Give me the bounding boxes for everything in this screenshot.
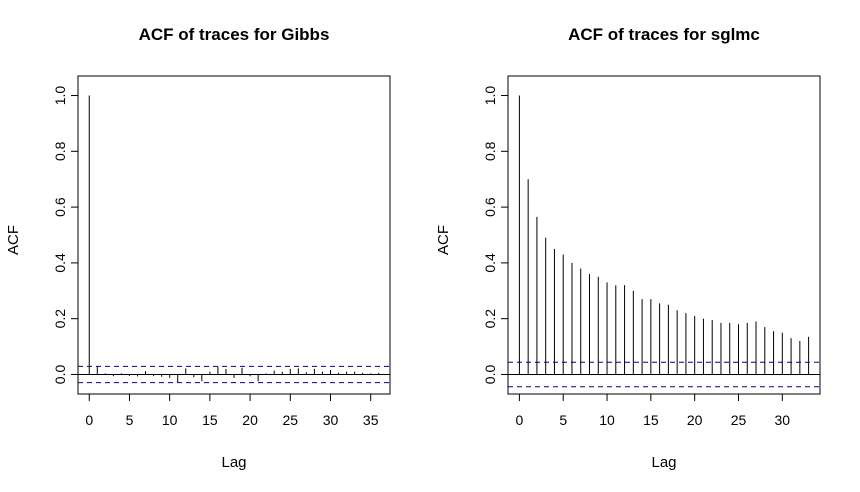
- y-axis-label: ACF: [5, 225, 22, 255]
- y-tick-label: 0.8: [482, 141, 498, 161]
- y-tick-label: 0.4: [52, 253, 68, 273]
- chart-title: ACF of traces for Gibbs: [139, 25, 330, 44]
- y-axis: 0.0 0.2 0.4 0.6 0.8 1.0: [52, 86, 78, 385]
- x-tick-label: 10: [599, 412, 615, 428]
- panel-sglmc: ACF of traces for sglmc Lag ACF 0 5 10 15 20…: [435, 25, 821, 471]
- y-tick-label: 1.0: [482, 86, 498, 106]
- y-tick-label: 0.0: [52, 365, 68, 385]
- plot-box: [77, 75, 391, 395]
- plot-box: [507, 75, 821, 395]
- x-tick-label: 15: [202, 412, 218, 428]
- x-tick-label: 0: [515, 412, 523, 428]
- acf-bars: [78, 95, 390, 384]
- x-tick-label: 25: [282, 412, 298, 428]
- x-tick-label: 10: [162, 412, 178, 428]
- y-tick-label: 0.2: [52, 309, 68, 329]
- panel-gibbs: ACF of traces for Gibbs Lag ACF 0 5 10 15 20…: [5, 25, 391, 471]
- x-tick-label: 35: [363, 412, 379, 428]
- x-tick-label: 5: [559, 412, 567, 428]
- x-tick-label: 15: [643, 412, 659, 428]
- x-tick-label: 30: [323, 412, 339, 428]
- acf-bars: [508, 95, 820, 388]
- y-tick-label: 0.8: [52, 141, 68, 161]
- x-tick-label: 25: [731, 412, 747, 428]
- y-tick-label: 0.0: [482, 365, 498, 385]
- y-axis: 0.0 0.2 0.4 0.6 0.8 1.0: [482, 86, 508, 385]
- x-tick-label: 20: [242, 412, 258, 428]
- y-tick-label: 0.6: [482, 197, 498, 217]
- y-tick-label: 0.6: [52, 197, 68, 217]
- y-tick-label: 0.2: [482, 309, 498, 329]
- x-axis-label: Lag: [221, 454, 246, 471]
- x-tick-label: 30: [775, 412, 791, 428]
- y-tick-label: 0.4: [482, 253, 498, 273]
- y-tick-label: 1.0: [52, 86, 68, 106]
- x-tick-label: 5: [126, 412, 134, 428]
- chart-title: ACF of traces for sglmc: [568, 25, 760, 44]
- x-axis-label: Lag: [651, 454, 676, 471]
- x-tick-label: 20: [687, 412, 703, 428]
- x-tick-label: 0: [85, 412, 93, 428]
- x-axis: 0 5 10 15 20 25 30 35: [85, 394, 379, 428]
- y-axis-label: ACF: [435, 225, 452, 255]
- x-axis: 0 5 10 15 20 25 30: [515, 394, 790, 428]
